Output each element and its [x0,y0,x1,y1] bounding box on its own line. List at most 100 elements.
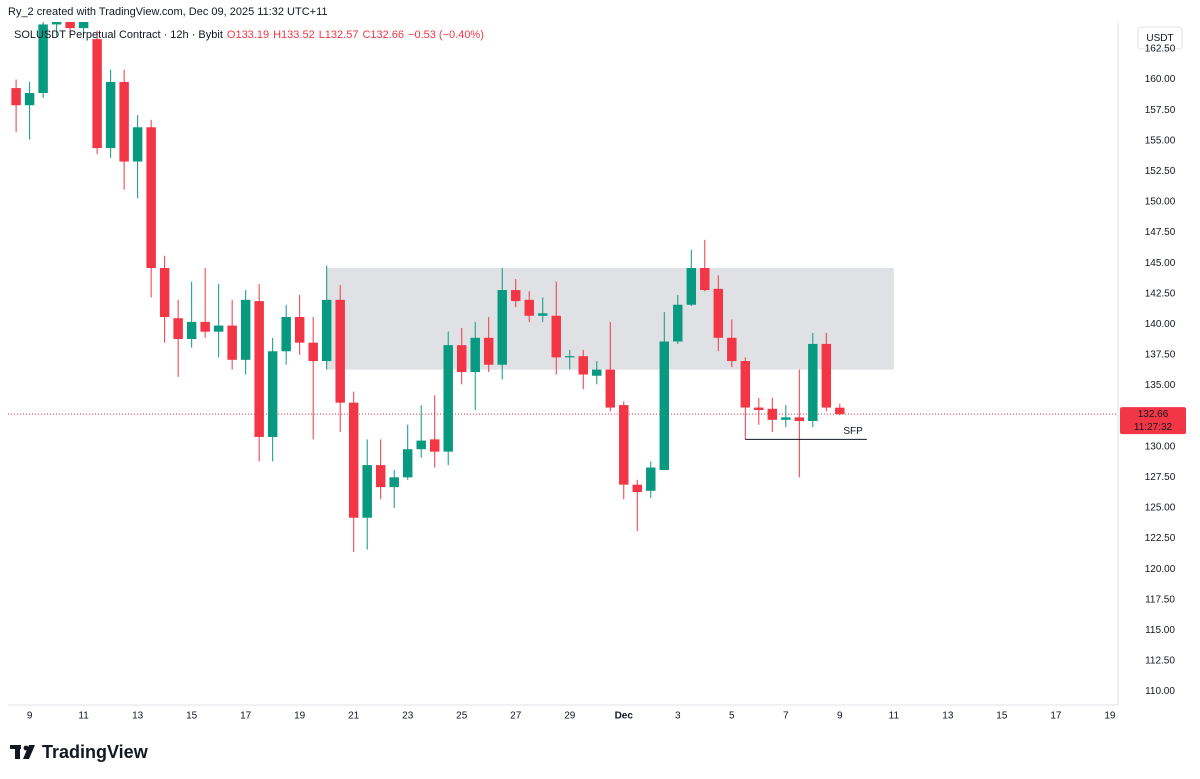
candle-body [497,290,507,365]
candle-body [456,345,467,373]
y-tick-label: 115.00 [1145,625,1175,636]
y-tick-label: 130.00 [1145,441,1176,452]
currency: USDT [1146,33,1173,44]
y-tick-label: 117.50 [1145,594,1175,605]
candle-body [484,337,494,365]
pane: SFP [8,22,1118,552]
x-tick-label: 11 [889,711,900,722]
y-tick-label: 122.50 [1145,533,1176,544]
candle-body [240,299,251,360]
candle-body [821,343,832,408]
x-tick-label: 17 [1050,711,1062,722]
candle-body [565,356,575,358]
x-tick-label: 7 [783,711,789,722]
x-tick-label: 15 [996,711,1008,722]
legend-value: −0.53 (−0.40%) [408,29,484,41]
annotation-label: SFP [843,426,863,437]
y-tick-label: 145.00 [1145,258,1176,269]
x-tick-label: 27 [510,711,522,722]
candle-body [835,407,845,415]
y-tick-label: 157.50 [1145,105,1176,116]
candle-body [362,465,372,518]
legend-value: C132.66 [362,29,404,41]
candle-body [267,351,278,437]
candle-body [375,465,386,488]
header: Ry_2 created with TradingView.com, Dec 0… [8,6,327,18]
x-tick-label: 13 [942,711,954,722]
candle-body [389,477,399,488]
candle-body [173,318,183,340]
candle-body [754,407,764,411]
x-tick-label: 21 [348,711,360,722]
candle-body [348,402,359,518]
candle-body [700,268,710,291]
candle-body [146,127,156,269]
candle-body [78,22,89,29]
candle-body [524,299,534,316]
y-tick-label: 120.00 [1145,564,1176,575]
candle-body [511,290,521,302]
y-tick-label: 125.00 [1145,503,1176,514]
candle-body [673,304,683,342]
last-price-countdown: 11:27:32 [1134,422,1173,433]
x-tick-label: 9 [27,711,33,722]
candle-body [200,321,210,332]
candle-body [767,408,778,420]
x-tick-label: 5 [729,711,735,722]
brand: TradingView [42,742,149,762]
x-tick-label: 29 [564,711,576,722]
y-tick-label: 162.50 [1145,44,1176,55]
candle-body [538,313,548,316]
candle-body [213,325,224,332]
candle-body [11,88,21,106]
legend-value: H133.52 [273,29,315,41]
candle-body [578,356,588,375]
candle-body [227,325,237,360]
candle-body [808,343,818,422]
x-tick-label: 23 [402,711,414,722]
y-tick-label: 112.50 [1145,656,1175,667]
last-price-label: 132.66 [1138,409,1169,420]
x-tick-label: 15 [186,711,198,722]
y-tick-label: 137.50 [1145,350,1176,361]
y-tick-label: 160.00 [1145,74,1176,85]
x-tick-label: 9 [837,711,843,722]
x-tick-label: Dec [615,711,634,722]
y-tick-label: 135.00 [1145,380,1176,391]
candle-body [551,315,561,358]
candle-body [470,337,480,373]
candle-body [38,24,48,93]
candle-body [119,81,129,162]
currency-box [1137,26,1183,50]
brand-logo [10,745,35,759]
candle-body [429,439,440,452]
candle-body [159,268,170,317]
x-tick-label: 11 [78,711,89,722]
y-tick-label: 155.00 [1145,135,1176,146]
y-tick-label: 140.00 [1145,319,1176,330]
x-tick-label: 25 [456,711,468,722]
candle-body [740,361,751,408]
y-tick-label: 150.00 [1145,197,1176,208]
x-tick-label: 3 [675,711,681,722]
candle-body [24,92,35,106]
legend: SOLUSDT Perpetual Contract · 12h · Bybit… [14,29,484,41]
candle-body [335,299,345,403]
x-tick-label: 13 [132,711,144,722]
candle-body [132,127,143,162]
candle-body [592,369,602,376]
candle-body [781,417,791,420]
y-tick-label: 152.50 [1145,166,1176,177]
candle-body [92,39,102,149]
legend-value: L132.57 [319,29,359,41]
candle-body [632,484,642,493]
candle-body [443,345,453,452]
candle-body [186,321,197,340]
candle-body [321,299,332,362]
x-tick-label: 19 [1104,711,1116,722]
candle-body [254,301,264,437]
candle-body [713,288,724,338]
y-tick-label: 110.00 [1145,686,1175,697]
